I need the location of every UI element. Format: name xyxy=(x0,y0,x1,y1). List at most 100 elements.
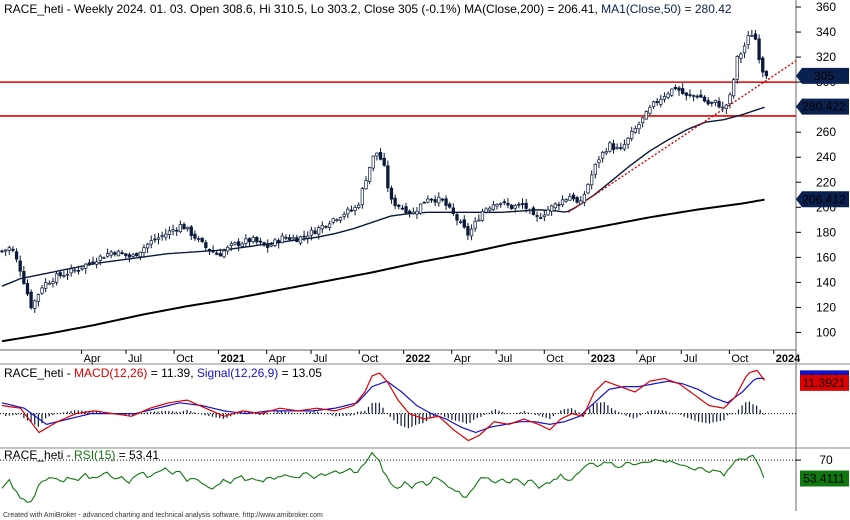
candle xyxy=(124,253,128,260)
candle xyxy=(640,117,645,128)
candle xyxy=(520,198,525,209)
candle xyxy=(604,147,608,156)
candle xyxy=(389,185,394,204)
candle xyxy=(302,230,306,242)
candle xyxy=(91,256,95,266)
candle xyxy=(62,271,66,278)
candle xyxy=(153,233,157,243)
signal-line xyxy=(1,377,765,434)
candle xyxy=(33,299,37,313)
rsi-value-tag: 53.4111 xyxy=(800,470,849,487)
candle xyxy=(178,220,183,234)
candle xyxy=(702,95,707,103)
candle xyxy=(371,155,375,172)
candle xyxy=(367,166,372,185)
candle xyxy=(189,225,193,240)
candle xyxy=(251,235,255,244)
y-tick-label: 240 xyxy=(816,150,836,164)
candle xyxy=(0,249,4,254)
candle xyxy=(327,220,332,231)
candle xyxy=(306,231,310,244)
candle xyxy=(364,176,368,190)
candle xyxy=(331,217,335,225)
y-tick-label: 70 xyxy=(819,453,833,467)
candle xyxy=(145,242,150,254)
x-tick-label: 2024 xyxy=(776,353,801,365)
candle xyxy=(317,225,321,240)
y-tick-label: 220 xyxy=(816,175,836,189)
candle xyxy=(579,196,583,205)
candle xyxy=(451,203,456,216)
candle xyxy=(411,207,415,215)
x-tick-label: Apr xyxy=(454,353,471,365)
candle xyxy=(429,198,434,203)
candle xyxy=(204,239,208,251)
candle xyxy=(276,238,281,249)
candle xyxy=(659,94,663,108)
candle xyxy=(699,89,703,98)
candle xyxy=(553,202,557,212)
candle xyxy=(528,208,532,215)
y-tick-label: 180 xyxy=(816,225,836,239)
candle xyxy=(25,279,30,296)
candle xyxy=(458,219,463,225)
x-tick-label: Oct xyxy=(731,353,748,365)
candle xyxy=(757,34,761,64)
candle xyxy=(695,94,699,99)
candle xyxy=(495,203,499,210)
candle xyxy=(648,104,652,116)
candle xyxy=(200,237,204,244)
candle xyxy=(608,140,612,153)
candle xyxy=(619,142,623,151)
candle xyxy=(426,195,430,204)
y-tick-label: 260 xyxy=(816,125,836,139)
candle xyxy=(54,271,59,286)
candle xyxy=(342,211,346,220)
y-tick-label: 140 xyxy=(816,275,836,289)
candle xyxy=(229,241,233,251)
candle xyxy=(688,89,692,98)
candle xyxy=(69,264,73,277)
y-tick-label: 340 xyxy=(816,25,836,39)
candle xyxy=(269,242,274,248)
candle xyxy=(600,150,605,163)
candle xyxy=(677,85,681,96)
candle xyxy=(309,226,314,241)
candle xyxy=(397,204,401,210)
candle xyxy=(721,101,725,113)
candle xyxy=(3,248,8,257)
candle xyxy=(735,55,739,84)
svg-text:280.422: 280.422 xyxy=(802,100,846,114)
candle xyxy=(215,250,219,256)
candle xyxy=(207,248,212,256)
candle xyxy=(233,241,237,246)
candle xyxy=(171,224,175,236)
candle xyxy=(582,190,587,207)
candle xyxy=(549,204,554,216)
candle xyxy=(218,248,223,257)
candle xyxy=(18,255,22,277)
candle xyxy=(437,192,441,207)
candle xyxy=(408,209,412,218)
candle xyxy=(670,88,674,97)
candle xyxy=(346,206,350,219)
candle xyxy=(164,228,168,241)
candle xyxy=(109,249,113,259)
candle xyxy=(418,203,423,215)
candle xyxy=(422,201,426,204)
candle xyxy=(724,103,728,114)
x-tick-label: Oct xyxy=(546,353,563,365)
trendline xyxy=(567,60,797,213)
candle xyxy=(684,91,688,101)
candle xyxy=(710,101,714,107)
candle xyxy=(713,99,718,107)
candle xyxy=(222,248,226,259)
candle xyxy=(531,205,536,216)
candle xyxy=(185,226,190,232)
candle xyxy=(105,248,110,258)
candle xyxy=(102,256,106,259)
candle xyxy=(499,202,503,208)
candle xyxy=(502,199,506,206)
ma200-line xyxy=(1,198,765,343)
